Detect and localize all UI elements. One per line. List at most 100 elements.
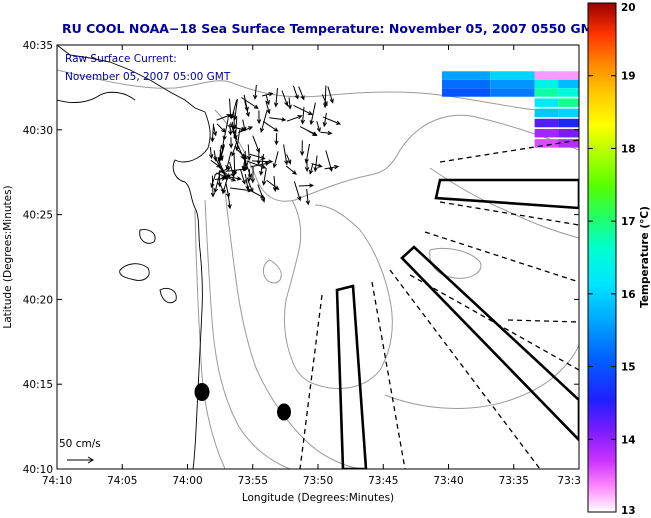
sst-patch xyxy=(441,71,579,148)
scale-arrow xyxy=(67,456,94,464)
current-vector xyxy=(313,155,318,173)
current-vectors xyxy=(208,84,342,210)
current-vector xyxy=(213,175,220,194)
colorbar-tick-label: 17 xyxy=(621,216,636,228)
current-vector xyxy=(249,153,266,160)
sst-cell xyxy=(441,88,491,97)
current-vector xyxy=(243,94,249,112)
colorbar-tick-label: 16 xyxy=(621,289,636,301)
current-vector xyxy=(320,130,333,136)
current-vector xyxy=(261,167,267,186)
current-vector xyxy=(214,167,232,176)
sst-cell xyxy=(490,79,535,89)
sst-cell xyxy=(534,79,559,89)
current-vector xyxy=(253,84,258,100)
sst-cell xyxy=(558,88,579,97)
coastline-path xyxy=(57,91,136,103)
current-vector xyxy=(286,115,303,122)
x-tick-label: 74:10 xyxy=(42,475,72,487)
y-axis: 40:35 40:30 40:25 40:20 40:15 40:10 xyxy=(23,40,579,476)
current-vector xyxy=(262,120,279,132)
current-vector xyxy=(212,124,217,137)
colorbar-ticks: 20 19 18 17 16 15 14 13 xyxy=(588,2,636,517)
current-vector xyxy=(256,110,262,125)
current-vector xyxy=(218,166,231,179)
current-vector xyxy=(225,182,231,199)
radial-line xyxy=(507,319,579,323)
current-vector xyxy=(251,159,274,164)
current-vector xyxy=(252,135,260,154)
current-vector xyxy=(305,189,311,206)
colorbar-tick-label: 14 xyxy=(621,434,636,446)
mooring-markers xyxy=(194,383,291,421)
current-vector xyxy=(235,147,248,160)
current-vector xyxy=(228,137,234,149)
current-vector xyxy=(259,111,268,134)
current-vector xyxy=(218,143,225,162)
sst-cell xyxy=(534,139,559,148)
radial-line xyxy=(371,281,406,469)
current-vector xyxy=(228,98,233,119)
polygon-box xyxy=(400,245,579,442)
y-tick-label: 40:35 xyxy=(23,40,53,52)
polygon-box xyxy=(335,284,368,469)
coastline-path xyxy=(172,111,211,469)
current-vector xyxy=(309,163,314,175)
current-vector xyxy=(292,85,299,100)
current-vector xyxy=(247,180,254,193)
sst-cell xyxy=(534,108,559,118)
current-vector xyxy=(257,184,266,203)
x-tick-label: 73:3 xyxy=(557,475,581,487)
current-vector xyxy=(281,90,289,107)
contour-line xyxy=(283,199,393,389)
hf-radar-radials xyxy=(299,139,579,469)
colorbar-tick-label: 18 xyxy=(621,143,636,155)
plot-background xyxy=(57,45,579,469)
current-vector xyxy=(273,88,279,108)
y-tick-label: 40:20 xyxy=(23,294,53,306)
colorbar-label: Temperature (°C) xyxy=(639,206,651,308)
colorbar-gradient xyxy=(587,2,617,513)
current-vector xyxy=(285,165,297,175)
current-vector xyxy=(261,92,274,97)
current-vector xyxy=(233,98,238,121)
annotation-line-2: November 05, 2007 05:00 GMT xyxy=(65,71,231,83)
current-vector xyxy=(287,97,292,110)
current-vector xyxy=(266,179,280,191)
current-vector xyxy=(242,119,247,132)
current-vector xyxy=(210,174,216,189)
sst-cell xyxy=(441,71,491,80)
y-tick-label: 40:10 xyxy=(23,464,53,476)
sst-cell xyxy=(558,139,579,148)
sst-cell xyxy=(558,128,579,138)
current-vector xyxy=(269,117,287,122)
current-vector xyxy=(265,100,271,115)
current-vector xyxy=(299,140,305,157)
sst-cell xyxy=(558,108,579,118)
current-vector xyxy=(250,166,256,184)
y-tick-label: 40:25 xyxy=(23,210,53,222)
current-vector xyxy=(300,106,306,125)
chart-title: RU COOL NOAA−18 Sea Surface Temperature:… xyxy=(62,21,602,36)
current-vector xyxy=(245,162,252,179)
coastline-path xyxy=(159,288,177,304)
current-vector xyxy=(244,174,250,191)
radial-line xyxy=(299,294,323,469)
current-vector xyxy=(293,104,313,115)
colorbar: 20 19 18 17 16 15 14 13 Temperature (°C) xyxy=(587,2,651,517)
contour-line xyxy=(384,344,579,409)
current-vector xyxy=(241,97,259,109)
current-vector xyxy=(239,168,246,185)
contour-line xyxy=(204,199,291,469)
current-vector xyxy=(293,181,302,202)
current-vector xyxy=(323,85,328,109)
x-axis: 74:10 74:05 74:00 73:55 73:50 73:45 73:40 73:35… xyxy=(42,45,581,487)
current-vector xyxy=(214,176,227,181)
current-vector xyxy=(213,150,218,162)
sst-cell xyxy=(534,71,579,80)
current-vector xyxy=(238,126,254,134)
current-vector xyxy=(324,164,340,170)
colorbar-tick-label: 15 xyxy=(621,362,636,374)
colorbar-tick-label: 19 xyxy=(621,71,636,83)
